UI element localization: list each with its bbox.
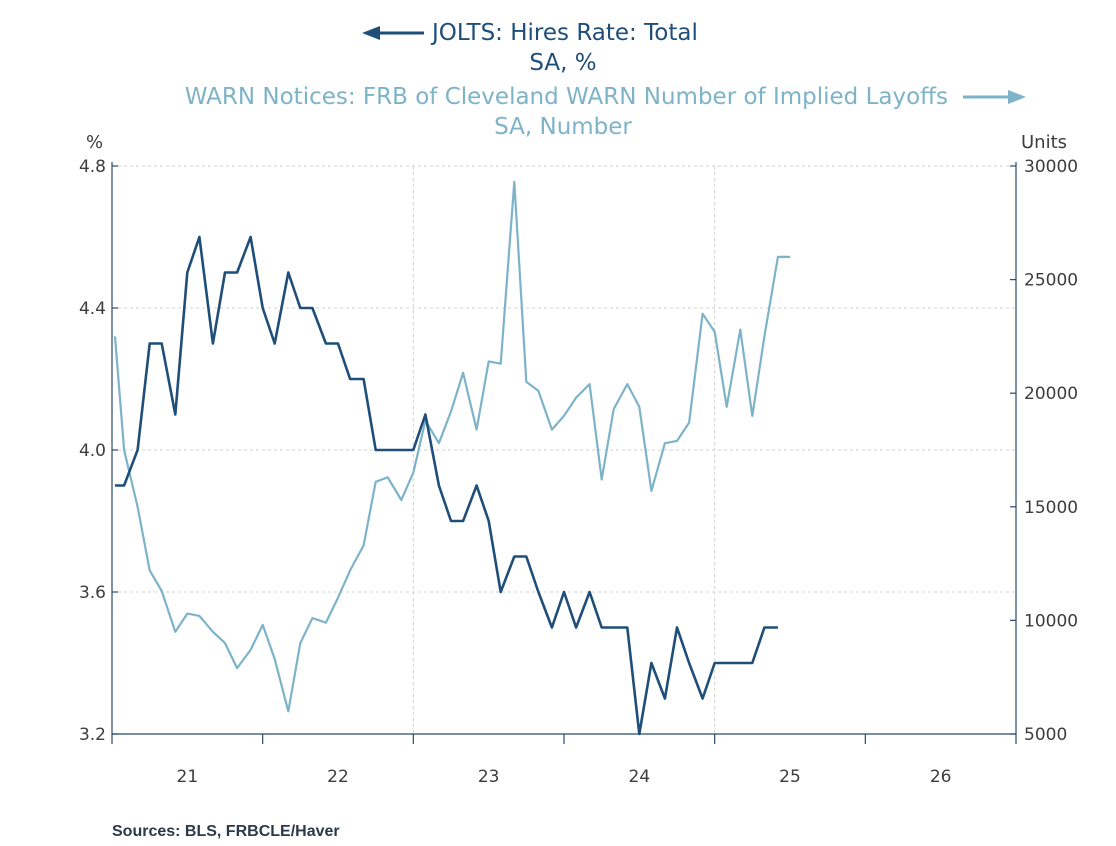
axes: 4.8 4.4 4.0 3.6 3.2 30000 25000 20000 15000 10000… [79, 157, 1078, 787]
legend-right-subtitle: SA, Number [494, 114, 632, 140]
x-axis-tick-label: 25 [779, 767, 801, 787]
right-axis-tick-label: 30000 [1024, 157, 1078, 177]
legend-left-subtitle: SA, % [529, 50, 596, 76]
series-line-jolts-hires-rate [115, 235, 778, 736]
source-note: Sources: BLS, FRBCLE/Haver [112, 823, 340, 840]
series-lines [113, 180, 790, 736]
right-axis-tick-label: 25000 [1024, 271, 1078, 291]
x-axis-tick-label: 23 [478, 767, 500, 787]
gridlines [112, 165, 1016, 735]
right-axis-tick-label: 15000 [1024, 498, 1078, 518]
left-axis-tick-label: 3.2 [79, 725, 106, 745]
left-axis-tick-label: 4.4 [79, 299, 106, 319]
right-axis-tick-label: 5000 [1024, 725, 1067, 745]
left-axis-tick-label: 4.8 [79, 157, 106, 177]
legend: JOLTS: Hires Rate: Total SA, % WARN Noti… [185, 20, 1026, 140]
legend-right-arrow-head [1008, 90, 1026, 104]
legend-left-title: JOLTS: Hires Rate: Total [430, 20, 698, 46]
x-axis-tick-label: 26 [930, 767, 952, 787]
x-axis-tick-label: 21 [177, 767, 199, 787]
left-axis-tick-label: 3.6 [79, 583, 106, 603]
right-axis-tick-label: 10000 [1024, 611, 1078, 631]
x-axis-tick-label: 24 [629, 767, 651, 787]
legend-right-title: WARN Notices: FRB of Cleveland WARN Numb… [185, 84, 948, 110]
x-axis-tick-label: 22 [327, 767, 349, 787]
left-axis-unit: % [86, 132, 103, 153]
series-line-warn-implied-layoffs [113, 180, 790, 713]
legend-left-arrow-head [362, 26, 380, 40]
right-axis-unit: Units [1021, 132, 1067, 153]
left-axis-tick-label: 4.0 [79, 441, 106, 461]
right-axis-tick-label: 20000 [1024, 384, 1078, 404]
